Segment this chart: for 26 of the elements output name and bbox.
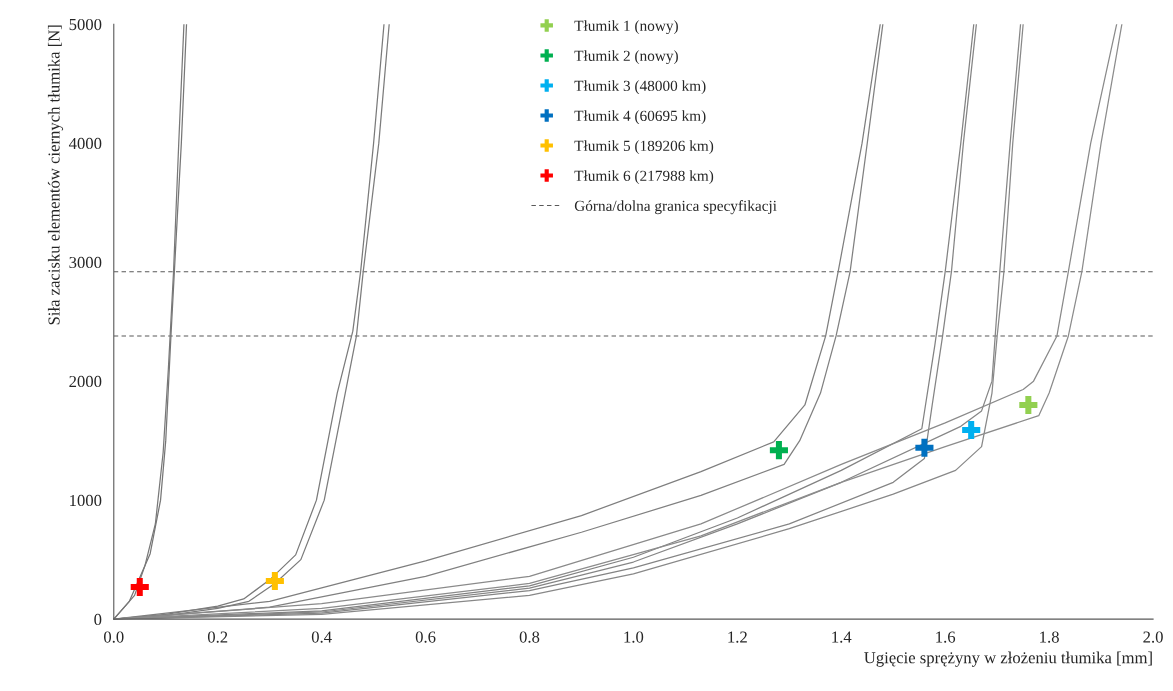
- y-tick-label: 5000: [69, 18, 102, 31]
- x-tick-label: 2.0: [1143, 631, 1163, 643]
- x-tick-label: 1.4: [832, 631, 852, 643]
- legend-label: Tłumik 3 (48000 km): [574, 80, 706, 95]
- x-tick-label: 1.2: [728, 631, 747, 643]
- x-tick-label: 0.0: [104, 631, 124, 643]
- legend-label: Tłumik 2 (nowy): [574, 50, 678, 65]
- y-tick-label: 4000: [68, 137, 102, 150]
- x-tick-label: 1.0: [624, 631, 644, 643]
- x-tick-label: 0.8: [519, 631, 540, 643]
- y-axis-title: Siła zacisku elementów ciernych tłumika [N]: [47, 25, 64, 325]
- x-tick-label: 0.6: [415, 631, 436, 643]
- x-tick-label: 0.4: [311, 631, 332, 643]
- x-tick-label: 1.8: [1040, 631, 1059, 643]
- legend-label: Tłumik 1 (nowy): [574, 20, 678, 35]
- legend-label: Tłumik 5 (189206 km): [574, 140, 714, 155]
- y-tick-label: 3000: [69, 256, 102, 269]
- x-tick-label: 0.2: [207, 631, 228, 643]
- y-tick-label: 0: [94, 613, 102, 626]
- x-axis-title: Ugięcie sprężyny w złożeniu tłumika [mm]: [864, 651, 1152, 667]
- legend-label: Górna/dolna granica specyfikacji: [574, 200, 777, 215]
- x-tick-label: 1.6: [936, 631, 956, 643]
- legend-label: Tłumik 6 (217988 km): [574, 170, 714, 185]
- y-tick-label: 1000: [70, 494, 102, 507]
- y-tick-label: 2000: [69, 375, 102, 388]
- legend-label: Tłumik 4 (60695 km): [574, 110, 706, 125]
